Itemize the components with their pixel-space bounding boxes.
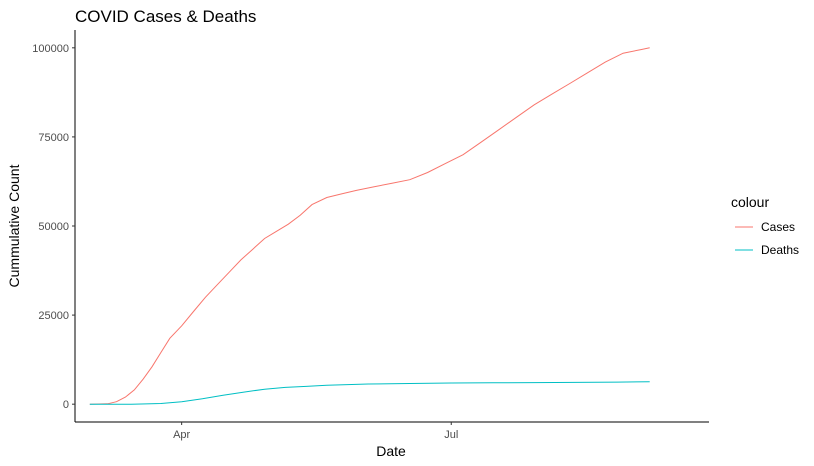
legend-label-deaths: Deaths bbox=[761, 243, 799, 257]
legend-label-cases: Cases bbox=[761, 220, 795, 234]
x-tick-label: Apr bbox=[173, 429, 190, 441]
y-tick-label: 75000 bbox=[38, 132, 69, 144]
x-axis-ticks: Apr Jul bbox=[173, 422, 458, 441]
y-axis-ticks: 0 25000 50000 75000 100000 bbox=[32, 43, 75, 411]
y-tick-label: 25000 bbox=[38, 310, 69, 322]
legend: colour Cases Deaths bbox=[731, 194, 799, 257]
y-tick-label: 0 bbox=[63, 399, 69, 411]
legend-title: colour bbox=[731, 194, 769, 210]
legend-items: Cases Deaths bbox=[735, 220, 799, 257]
series-line-deaths bbox=[89, 381, 650, 405]
y-tick-label: 50000 bbox=[38, 221, 69, 233]
x-tick-label: Jul bbox=[444, 429, 458, 441]
chart-title: COVID Cases & Deaths bbox=[75, 7, 256, 26]
plot-area bbox=[89, 47, 650, 405]
y-axis-title: Cummulative Count bbox=[6, 164, 22, 287]
series-line-cases bbox=[89, 47, 650, 405]
x-axis-title: Date bbox=[376, 443, 406, 459]
y-tick-label: 100000 bbox=[32, 43, 69, 55]
